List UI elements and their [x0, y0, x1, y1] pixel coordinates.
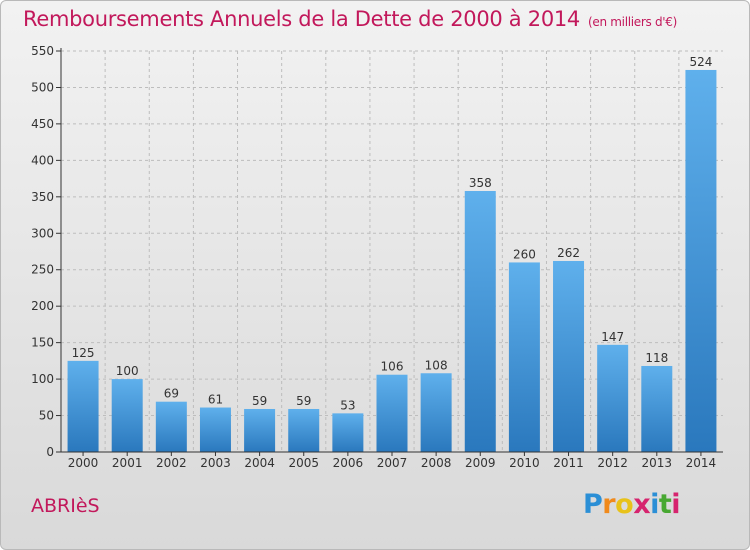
bar: [288, 408, 320, 452]
x-tick-label: 2006: [333, 456, 364, 470]
y-tick-label: 350: [31, 190, 54, 204]
x-tick-label: 2014: [686, 456, 717, 470]
bar: [376, 374, 408, 452]
y-tick-label: 50: [39, 409, 54, 423]
bar: [420, 373, 452, 452]
bar: [332, 413, 364, 452]
bars-group: [67, 69, 717, 452]
chart-title: Remboursements Annuels de la Dette de 20…: [23, 7, 677, 31]
bar: [597, 344, 629, 452]
bar: [67, 360, 99, 452]
x-tick-label: 2007: [377, 456, 408, 470]
logo-letter: o: [615, 489, 634, 520]
logo-letter: i: [650, 489, 659, 520]
y-tick-label: 400: [31, 153, 54, 167]
bar-value-label: 59: [252, 394, 267, 408]
bar-value-label: 147: [601, 330, 624, 344]
logo-letter: i: [671, 489, 681, 520]
bar-value-label: 260: [513, 247, 536, 261]
bar-value-label: 524: [689, 55, 712, 69]
bar: [553, 260, 585, 452]
bar: [641, 365, 673, 452]
bar-value-label: 262: [557, 246, 580, 260]
bar-value-label: 358: [469, 176, 492, 190]
bar-value-label: 61: [208, 393, 223, 407]
bar: [199, 407, 231, 452]
bar: [244, 408, 276, 452]
town-name: ABRIèS: [31, 495, 100, 517]
x-tick-label: 2004: [244, 456, 275, 470]
y-tick-label: 150: [31, 336, 54, 350]
bar-value-label: 118: [645, 351, 668, 365]
x-tick-label: 2000: [68, 456, 99, 470]
bar-value-label: 100: [116, 364, 139, 378]
axes-group: 0 50 100 150 200 250 300 350 400 450 500 550 2000 200…: [31, 44, 723, 470]
logo-letter: t: [658, 489, 672, 520]
x-tick-label: 2008: [421, 456, 452, 470]
y-tick-label: 200: [31, 299, 54, 313]
bar: [464, 190, 496, 452]
proxiti-logo: Proxiti: [583, 489, 681, 520]
bar: [508, 262, 540, 452]
y-tick-label: 300: [31, 226, 54, 240]
x-tick-label: 2009: [465, 456, 496, 470]
y-tick-label: 450: [31, 117, 54, 131]
bar-value-label: 69: [164, 387, 179, 401]
x-tick-label: 2011: [553, 456, 584, 470]
logo-letter: P: [583, 489, 603, 520]
x-tick-label: 2005: [288, 456, 319, 470]
x-tick-label: 2001: [112, 456, 143, 470]
bar: [155, 401, 187, 452]
unit-note: (en milliers d'€): [588, 15, 678, 29]
y-tick-label: 0: [46, 445, 54, 459]
bar-value-label: 108: [425, 358, 448, 372]
y-tick-label: 100: [31, 372, 54, 386]
bar-value-label: 106: [381, 360, 404, 374]
y-tick-label: 500: [31, 80, 54, 94]
bar-value-label: 125: [72, 346, 95, 360]
x-tick-label: 2012: [597, 456, 628, 470]
bar-value-label: 59: [296, 394, 311, 408]
title-text: Remboursements Annuels de la Dette de 20…: [23, 7, 580, 31]
logo-letter: x: [633, 489, 651, 520]
x-tick-label: 2003: [200, 456, 231, 470]
x-tick-label: 2002: [156, 456, 187, 470]
labels-group: 125 100 69 61 59 59 53 106 108 358 260 262 147 118 524: [72, 55, 713, 412]
logo-letter: r: [602, 489, 616, 520]
bar: [685, 69, 717, 452]
x-tick-label: 2013: [642, 456, 673, 470]
y-tick-label: 550: [31, 44, 54, 58]
bar: [111, 379, 143, 452]
bar-value-label: 53: [340, 398, 355, 412]
y-tick-label: 250: [31, 263, 54, 277]
x-tick-label: 2010: [509, 456, 540, 470]
